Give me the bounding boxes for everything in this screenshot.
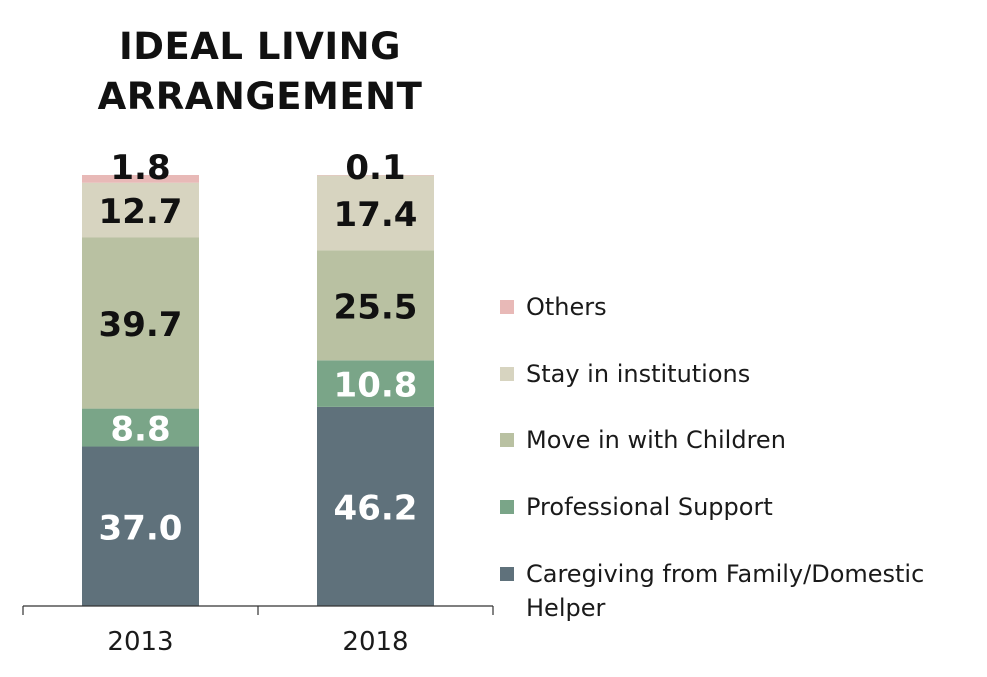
bar-segment-2018-professional-support	[317, 360, 434, 407]
bar-segment-2018-move-in-with-children	[317, 250, 434, 361]
data-label-2018-stay-in-institutions: 17.4	[334, 195, 418, 235]
legend-label: Move in with Children	[526, 426, 786, 454]
chart-title-line-2: ARRANGEMENT	[97, 75, 423, 118]
legend-item-stay-in-institutions: Stay in institutions	[500, 357, 966, 391]
x-tick-label-2013: 2013	[107, 627, 173, 657]
bar-segment-2013-move-in-with-children	[82, 237, 199, 409]
data-label-2018-professional-support: 10.8	[334, 366, 418, 406]
legend-item-others: Others	[500, 290, 966, 324]
bar-segment-2018-caregiving-from-family-domestic-helper	[317, 406, 434, 606]
data-label-2018-caregiving-from-family-domestic-helper: 46.2	[334, 488, 418, 528]
legend-item-professional-support: Professional Support	[500, 490, 966, 524]
legend-swatch	[500, 300, 514, 314]
legend-label: Professional Support	[526, 493, 773, 521]
legend-label: Others	[526, 293, 607, 321]
bar-segment-2013-professional-support	[82, 408, 199, 447]
bar-segment-2013-others	[82, 175, 199, 183]
data-label-2018-move-in-with-children: 25.5	[334, 287, 418, 327]
bar-segment-2013-stay-in-institutions	[82, 182, 199, 238]
chart-title: IDEAL LIVING ARRANGEMENT	[40, 22, 480, 122]
data-label-2013-professional-support: 8.8	[110, 410, 170, 450]
data-label-2013-caregiving-from-family-domestic-helper: 37.0	[99, 508, 183, 548]
data-label-2013-others: 1.8	[110, 148, 170, 188]
legend-swatch	[500, 567, 514, 581]
bar-segment-2013-caregiving-from-family-domestic-helper	[82, 446, 199, 606]
legend-label: Caregiving from Family/Domestic Helper	[526, 560, 925, 622]
legend-swatch	[500, 500, 514, 514]
data-label-2013-move-in-with-children: 39.7	[99, 305, 183, 345]
x-tick-label-2018: 2018	[342, 627, 408, 657]
legend-swatch	[500, 367, 514, 381]
bar-segment-2018-stay-in-institutions	[317, 175, 434, 251]
chart-title-line-1: IDEAL LIVING	[119, 25, 401, 68]
data-label-2018-others: 0.1	[345, 148, 405, 188]
data-label-2013-stay-in-institutions: 12.7	[99, 192, 183, 232]
legend-item-move-in-with-children: Move in with Children	[500, 423, 966, 457]
legend-swatch	[500, 433, 514, 447]
legend-item-caregiving-from-family-domestic-helper: Caregiving from Family/Domestic Helper	[500, 557, 966, 625]
legend-label: Stay in institutions	[526, 360, 751, 388]
